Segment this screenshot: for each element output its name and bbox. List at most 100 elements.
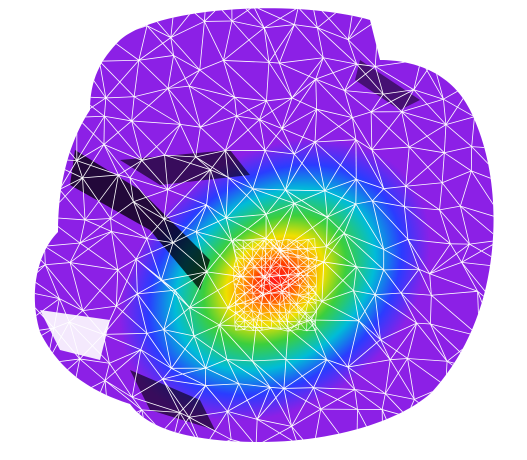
mesh-edge	[401, 111, 447, 126]
mesh-edge	[253, 275, 263, 278]
mesh-edge	[264, 150, 295, 155]
mesh-edge	[82, 305, 117, 311]
mesh-edge	[300, 261, 324, 274]
mesh-edge	[260, 258, 271, 268]
mesh-edge	[261, 248, 273, 259]
mesh-edge	[446, 360, 476, 382]
mesh-edge	[297, 247, 308, 251]
mesh-edge	[464, 8, 478, 26]
mesh-edge	[231, 20, 270, 63]
mesh-edge	[407, 239, 451, 245]
mesh-edge	[429, 243, 451, 274]
mesh-edge	[82, 269, 119, 311]
mesh-edge	[307, 275, 317, 277]
mesh-edge	[224, 115, 237, 151]
mesh-edge	[236, 257, 244, 260]
mesh-edge	[266, 97, 293, 102]
mesh-edge	[409, 146, 445, 154]
mesh-edge	[305, 312, 308, 321]
mesh-edge	[231, 240, 266, 278]
mesh-edge	[437, 8, 445, 20]
mesh-edge	[439, 209, 451, 244]
mesh-edge	[308, 293, 317, 302]
mesh-edge	[180, 124, 201, 128]
mesh-edge	[384, 358, 408, 394]
mesh-edge	[231, 214, 267, 242]
mesh-edge	[279, 303, 291, 305]
mesh-edge	[243, 247, 253, 259]
mesh-edge	[270, 265, 281, 269]
mesh-edge	[297, 8, 318, 29]
mesh-edge	[173, 55, 200, 71]
mesh-edge	[431, 430, 467, 442]
mesh-edge	[129, 160, 143, 179]
mesh-edge	[429, 295, 432, 324]
mesh-edge	[287, 267, 290, 277]
mesh-edge	[99, 61, 107, 99]
mesh-edge	[407, 239, 431, 274]
mesh-edge	[306, 319, 316, 323]
mesh-edge	[502, 352, 510, 385]
mesh-edge	[104, 97, 107, 117]
mesh-edge	[297, 239, 309, 248]
mesh-edge	[251, 258, 255, 268]
mesh-edge	[312, 409, 322, 442]
mesh-edge	[242, 268, 246, 277]
mesh-edge	[465, 23, 494, 26]
mesh-edge	[296, 240, 299, 248]
mesh-edge	[102, 8, 145, 9]
mesh-edge	[310, 319, 359, 322]
mesh-edge	[459, 206, 470, 245]
mesh-edge	[167, 55, 174, 89]
mesh-edge	[372, 188, 385, 202]
mesh-edge	[115, 258, 137, 307]
mesh-edge	[244, 258, 253, 269]
mesh-edge	[252, 301, 262, 314]
mesh-edge	[68, 321, 81, 360]
mesh-edge	[264, 128, 283, 151]
mesh-edge	[251, 258, 262, 268]
mesh-edge	[465, 430, 477, 442]
mesh-edge	[372, 200, 385, 250]
mesh-edge	[223, 60, 235, 98]
mesh-edge	[52, 10, 86, 25]
mesh-edge	[58, 298, 70, 323]
mesh-edge	[306, 311, 317, 321]
mesh-edge	[260, 275, 263, 287]
mesh-edge	[206, 204, 233, 242]
mesh-edge	[406, 416, 432, 442]
mesh-edge	[252, 292, 263, 303]
mesh-edge	[163, 189, 169, 220]
mesh-edge	[347, 320, 360, 368]
mesh-edge	[356, 178, 384, 190]
mesh-edge	[281, 329, 289, 332]
mesh-edge	[218, 324, 228, 360]
mesh-edge	[278, 304, 281, 313]
mesh-edge	[492, 8, 494, 24]
mesh-edge	[141, 409, 180, 413]
mesh-edge	[251, 310, 254, 320]
mesh-edge	[253, 8, 265, 28]
mesh-edge	[278, 274, 282, 286]
mesh-edge	[287, 276, 290, 285]
mesh-edge	[144, 8, 148, 26]
mesh-edge	[223, 60, 269, 63]
mesh-edge	[344, 232, 384, 250]
mesh-edge	[269, 248, 273, 259]
mesh-edge	[40, 124, 47, 159]
mesh-edge	[34, 409, 41, 442]
mesh-edge	[439, 182, 443, 210]
mesh-edge	[71, 397, 87, 428]
mesh-edge	[307, 250, 309, 259]
mesh-edge	[268, 24, 295, 63]
mesh-edge	[352, 117, 373, 151]
mesh-edge	[227, 294, 264, 309]
mesh-edge	[347, 366, 386, 394]
mesh-edge	[103, 144, 119, 176]
mesh-edge	[358, 294, 376, 322]
mesh-edge	[278, 240, 289, 250]
mesh-edge	[326, 217, 328, 247]
mesh-edge	[111, 231, 137, 260]
mesh-edge	[179, 412, 190, 418]
mesh-edge	[285, 328, 289, 360]
